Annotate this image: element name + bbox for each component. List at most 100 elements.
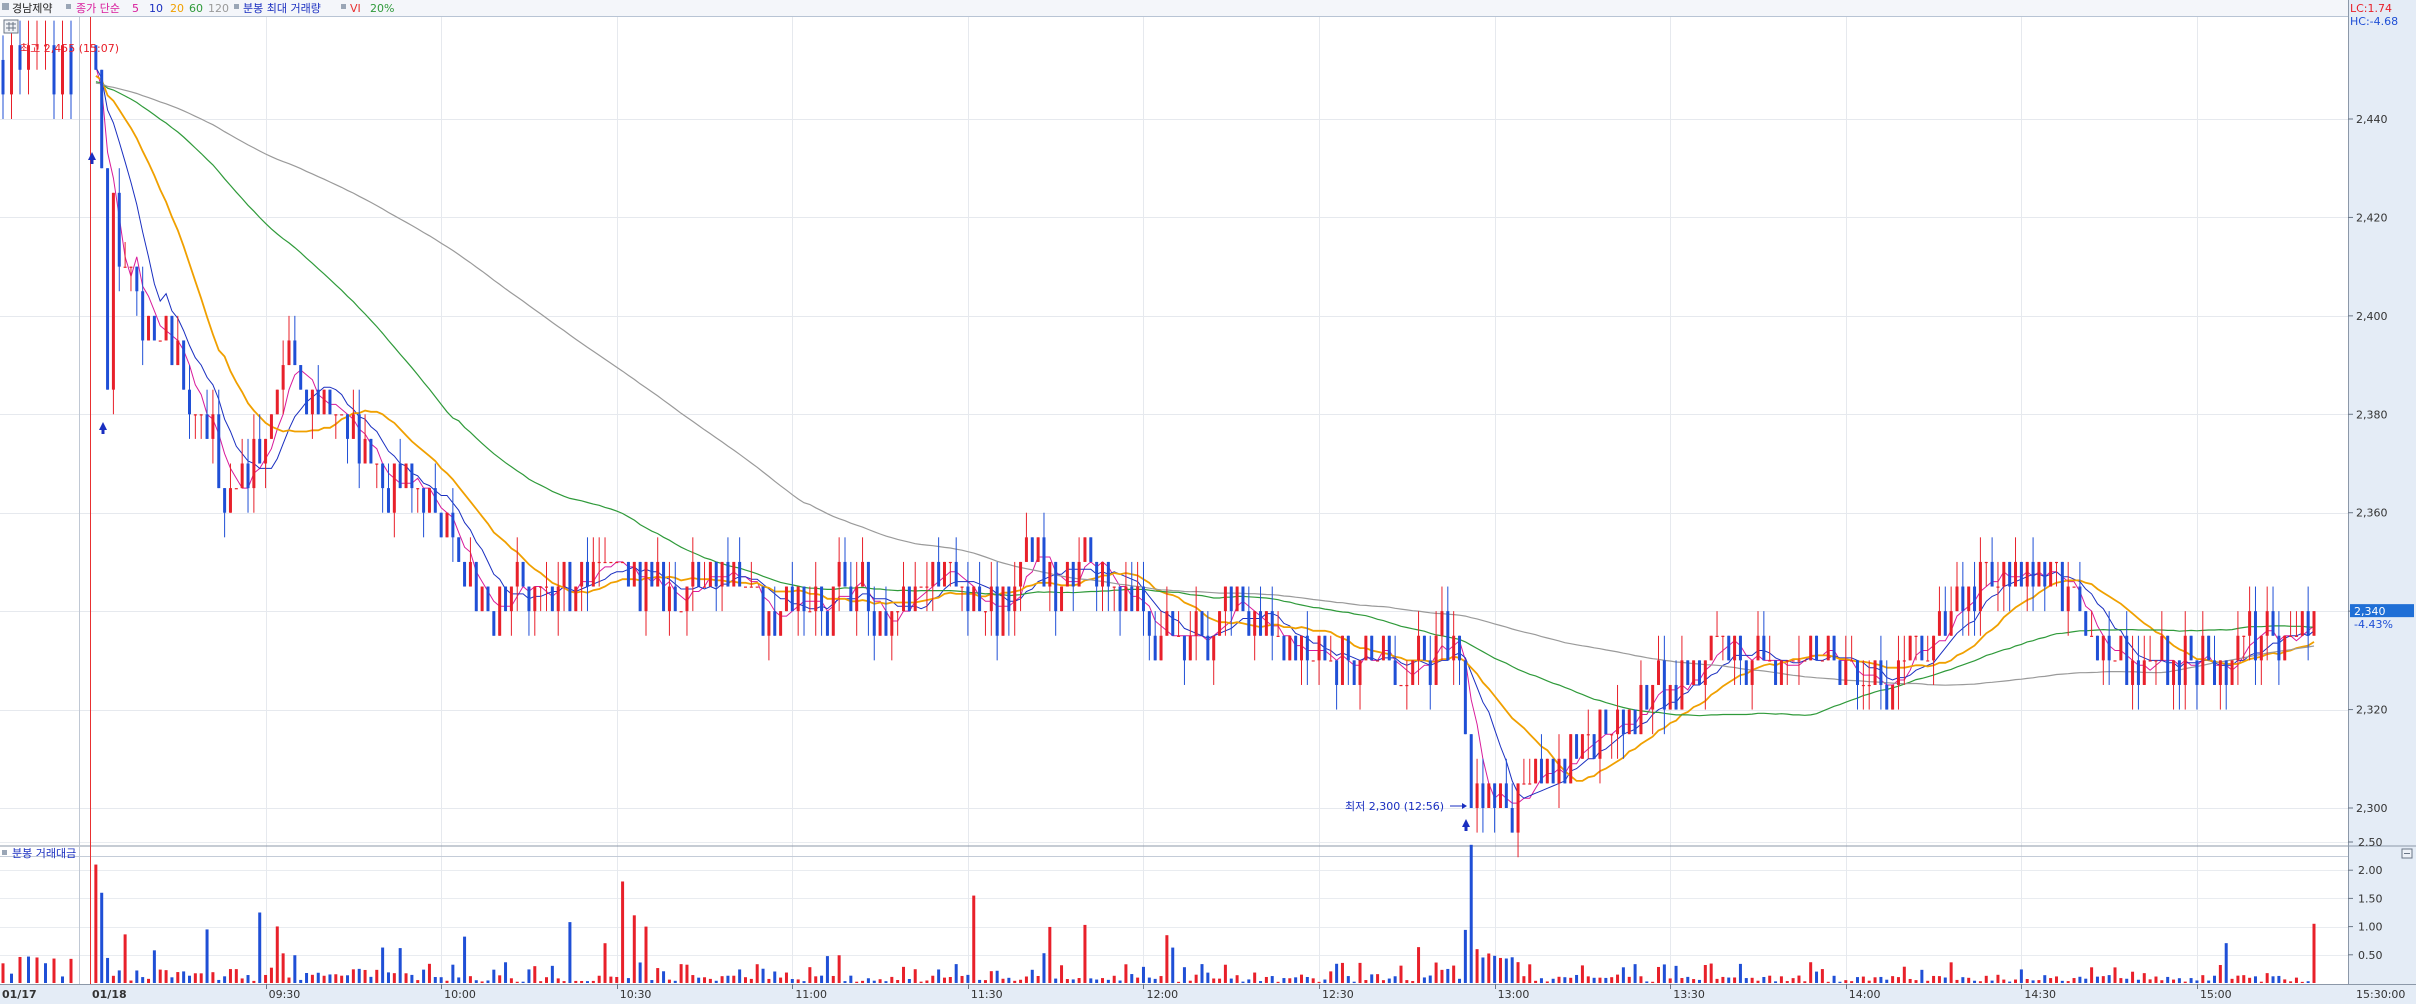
- candle: [1545, 758, 1549, 784]
- candle-body: [1323, 635, 1327, 661]
- volume-tick-label-3: 1.00: [2358, 921, 2383, 934]
- volume-bar: [1352, 981, 1356, 983]
- candle-body: [2236, 635, 2240, 661]
- volume-bar: [1399, 965, 1403, 983]
- candle: [1575, 734, 1579, 759]
- volume-bar: [808, 967, 812, 983]
- candle-body: [2300, 611, 2304, 636]
- volume-bar: [474, 980, 478, 983]
- grid-toggle-icon[interactable]: [3, 19, 19, 34]
- date-label-current: 01/18: [92, 988, 127, 1001]
- candle: [609, 561, 613, 564]
- candle: [2294, 611, 2298, 637]
- volume-bar: [1914, 980, 1918, 983]
- volume-bar: [1270, 976, 1274, 983]
- candle: [211, 389, 215, 464]
- time-label-2: 10:30: [620, 988, 652, 1001]
- candle-body: [1422, 635, 1426, 661]
- volume-bar: [1200, 964, 1204, 983]
- candle-body: [1709, 635, 1713, 661]
- volume-bar: [597, 975, 601, 983]
- time-axis[interactable]: 01/17 01/18 09:30 10:00 10:30 11:00 11:30 12:00…: [2, 984, 2405, 1001]
- candle-body: [1949, 611, 1953, 636]
- volume-bar: [240, 978, 244, 983]
- candle-body: [199, 414, 203, 416]
- volume-bar: [147, 978, 151, 983]
- candle: [691, 537, 695, 612]
- candle: [392, 463, 396, 538]
- volume-panel-collapse-icon[interactable]: [2401, 848, 2413, 859]
- candle: [1534, 758, 1538, 784]
- volume-bar: [896, 980, 900, 983]
- candle: [983, 611, 987, 636]
- candle-body: [1651, 684, 1655, 710]
- volume-bar: [170, 977, 174, 983]
- candle: [1768, 635, 1772, 662]
- candle: [18, 20, 22, 95]
- volume-bar: [258, 912, 262, 983]
- volume-bar: [193, 973, 197, 983]
- volume-bar: [1703, 965, 1707, 983]
- candle-body: [27, 45, 30, 70]
- candle-body: [1750, 660, 1754, 685]
- candle-body: [1920, 635, 1924, 661]
- candle-body: [1908, 635, 1912, 661]
- candle-body: [1539, 758, 1543, 784]
- volume-bar: [1815, 971, 1819, 983]
- candle: [995, 561, 999, 661]
- candle-body: [1838, 660, 1842, 685]
- volume-bar: [913, 969, 917, 983]
- volume-bar: [2136, 979, 2140, 983]
- candle-body: [1984, 561, 1988, 564]
- candle-body: [931, 561, 935, 587]
- volume-bar: [1504, 958, 1508, 983]
- candle-body: [1346, 635, 1350, 661]
- candle: [44, 20, 47, 70]
- candle: [2060, 561, 2064, 612]
- volume-bar: [919, 981, 923, 983]
- candle: [357, 389, 361, 489]
- volume-bar: [545, 977, 549, 983]
- candle-body: [1136, 586, 1140, 612]
- max-volume-label[interactable]: 분봉 최대 거래량: [243, 2, 321, 15]
- candle-body: [322, 389, 326, 415]
- volume-title-marker-icon: [2, 850, 7, 855]
- candle: [2253, 586, 2257, 685]
- ma-label[interactable]: 종가 단순: [76, 2, 120, 15]
- volume-bar: [504, 962, 508, 983]
- stock-name[interactable]: 경남제약: [12, 1, 52, 15]
- volume-bar: [568, 922, 572, 983]
- candle: [866, 561, 870, 636]
- candle-body: [831, 586, 835, 636]
- candle: [913, 561, 917, 612]
- volume-bar: [445, 980, 449, 983]
- volume-bar: [1727, 977, 1731, 983]
- candle: [1961, 561, 1965, 636]
- candle-body: [2177, 660, 2181, 685]
- candle-body: [258, 438, 262, 464]
- candle: [1077, 537, 1081, 587]
- candle-body: [808, 611, 812, 613]
- vi-label[interactable]: VI: [350, 2, 361, 15]
- volume-bar: [849, 975, 853, 983]
- candle-body: [2049, 561, 2053, 587]
- volume-bar: [433, 977, 437, 983]
- candle: [1627, 709, 1631, 735]
- ma10-label: 10: [149, 2, 163, 15]
- candle: [1733, 635, 1737, 685]
- candle: [2008, 561, 2012, 612]
- volume-axis[interactable]: 2.50 2.00 1.50 1.00 0.50: [2348, 836, 2383, 962]
- candle-body: [100, 69, 104, 169]
- candle: [223, 488, 227, 538]
- candle-body: [1680, 660, 1684, 710]
- time-label-10: 14:30: [2024, 988, 2056, 1001]
- candle: [1335, 660, 1339, 710]
- candle: [1832, 635, 1836, 661]
- candle-body: [662, 561, 666, 612]
- candle-body: [1996, 586, 2000, 588]
- candle: [574, 586, 578, 612]
- volume-panel-title[interactable]: 분봉 거래대금: [12, 847, 76, 860]
- volume-bar: [1095, 979, 1099, 983]
- candle-body: [1024, 537, 1028, 562]
